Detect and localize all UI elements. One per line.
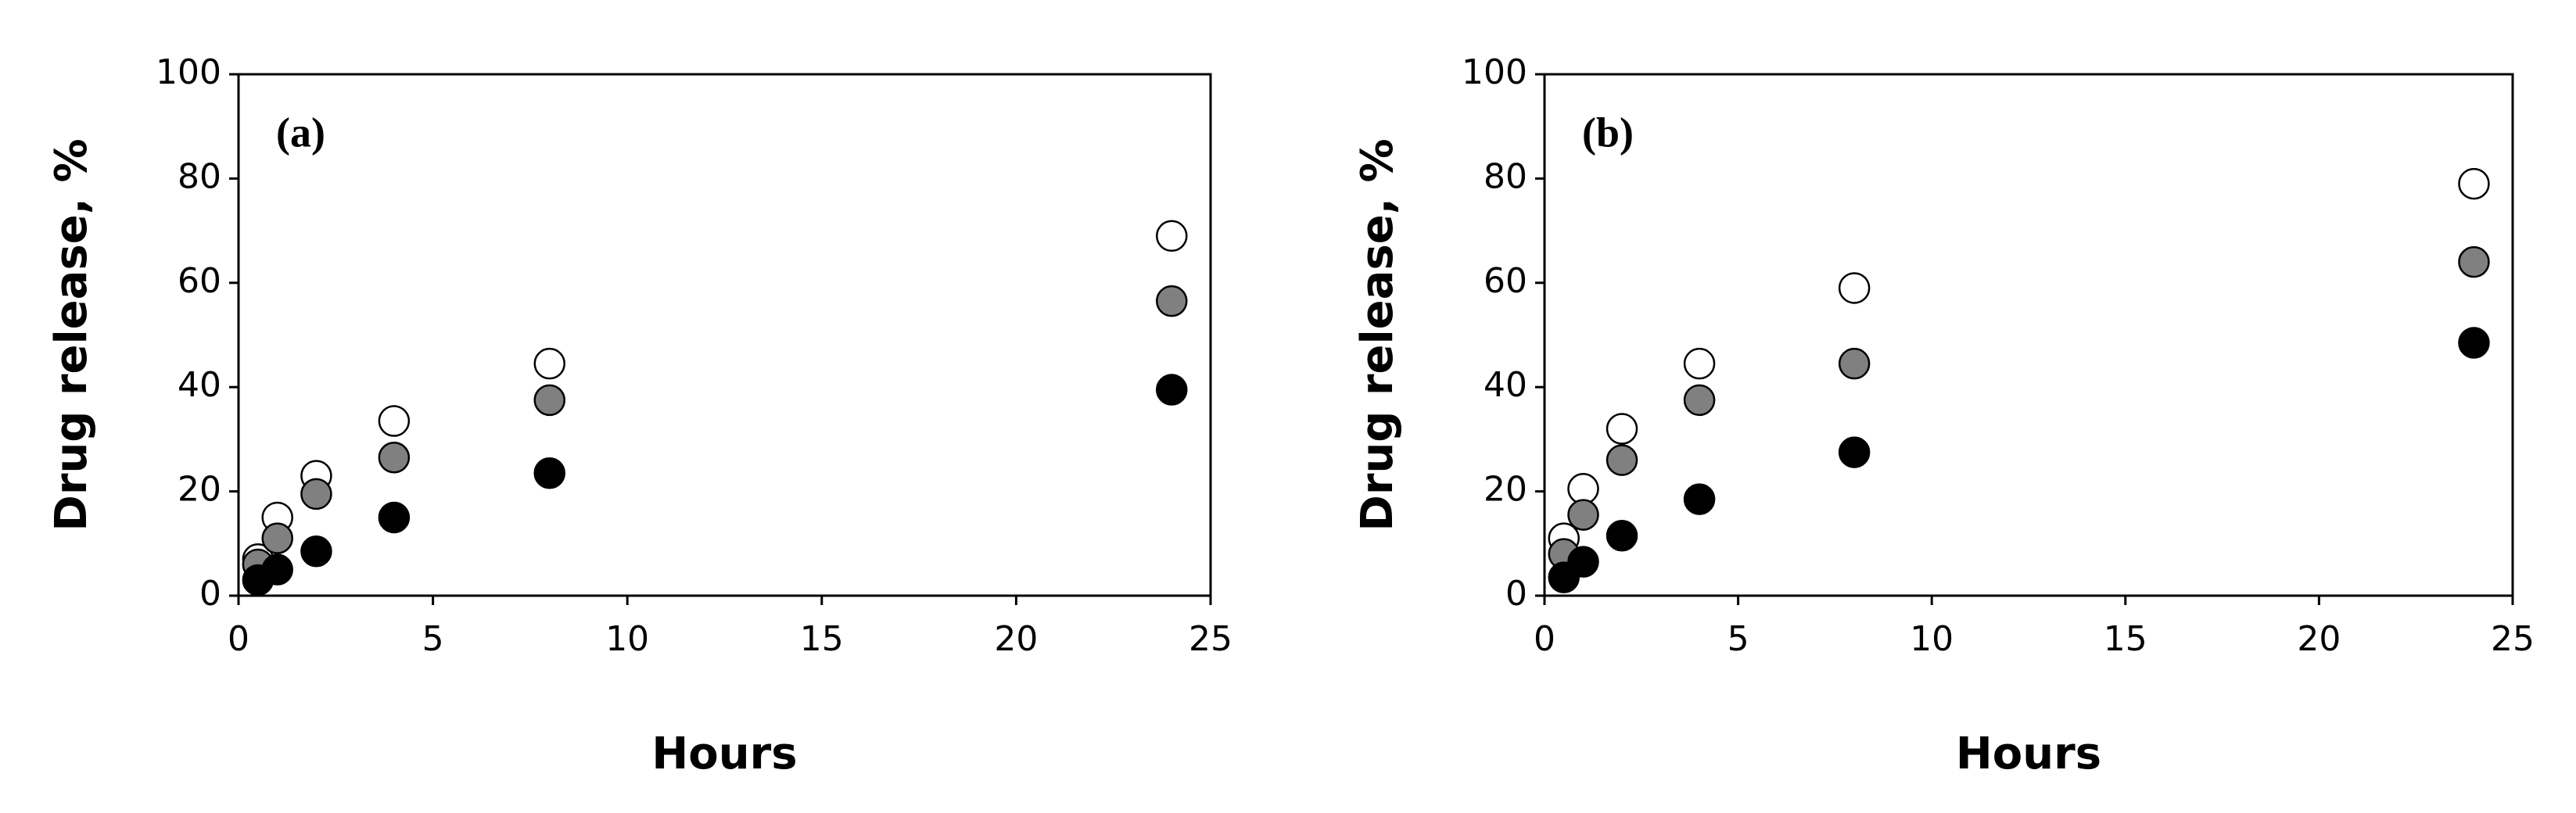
data-point <box>2458 167 2490 200</box>
x-tick-label: 15 <box>800 619 844 659</box>
x-tick-label: 5 <box>422 619 444 659</box>
data-point <box>1838 347 1871 380</box>
x-tick-label: 10 <box>605 619 649 659</box>
data-point <box>378 501 411 534</box>
data-point <box>1567 499 1599 531</box>
y-tick-label: 0 <box>199 574 221 614</box>
y-tick-label: 80 <box>178 156 221 196</box>
x-tick-label: 20 <box>2297 619 2341 659</box>
x-tick-label: 20 <box>994 619 1038 659</box>
x-axis-label: Hours <box>1956 729 2101 779</box>
data-point <box>1567 546 1599 578</box>
x-tick-label: 5 <box>1727 619 1749 659</box>
y-axis-label: Drug release, % <box>1352 138 1403 531</box>
x-tick-label: 25 <box>2491 619 2535 659</box>
plot-area <box>1543 73 2514 597</box>
chart-panel: 0 20 40 60 80 100 0 5 10 15 20 25 Hours Drug release,… <box>46 52 1232 779</box>
y-tick-label: 60 <box>1484 261 1527 301</box>
data-point <box>1838 272 1871 304</box>
panel-label: (b) <box>1582 109 1634 156</box>
data-point <box>261 522 293 554</box>
data-point <box>1683 483 1716 515</box>
y-tick-label: 20 <box>178 470 221 510</box>
data-point <box>300 535 332 568</box>
data-point <box>1683 384 1716 417</box>
x-tick-label: 0 <box>228 619 249 659</box>
data-point <box>1606 413 1638 445</box>
data-point <box>1606 520 1638 552</box>
x-tick-label: 10 <box>1910 619 1954 659</box>
data-point <box>1156 285 1188 317</box>
y-tick-label: 100 <box>156 52 221 92</box>
data-point <box>2458 327 2490 359</box>
data-point <box>1838 436 1871 468</box>
y-tick-label: 40 <box>1484 365 1527 405</box>
x-axis-label: Hours <box>651 729 797 779</box>
data-point <box>1683 347 1716 380</box>
y-tick-label: 100 <box>1462 52 1527 92</box>
data-point <box>261 553 293 586</box>
y-tick-label: 60 <box>178 261 221 301</box>
data-point <box>533 384 566 417</box>
y-tick-label: 20 <box>1484 470 1527 510</box>
data-point <box>1156 220 1188 252</box>
x-tick-label: 25 <box>1189 619 1232 659</box>
data-point <box>1606 444 1638 476</box>
y-tick-label: 80 <box>1484 156 1527 196</box>
y-axis-label: Drug release, % <box>46 138 97 531</box>
data-point <box>300 478 332 510</box>
plot-area <box>237 73 1212 597</box>
y-tick-label: 40 <box>178 365 221 405</box>
x-tick-label: 0 <box>1534 619 1555 659</box>
data-point <box>533 457 566 489</box>
data-point <box>1156 374 1188 406</box>
panel-label: (a) <box>276 109 325 156</box>
data-point <box>533 347 566 380</box>
y-tick-label: 0 <box>1505 574 1527 614</box>
x-tick-label: 15 <box>2104 619 2147 659</box>
data-point <box>2458 245 2490 278</box>
chart-panel: 0 20 40 60 80 100 0 5 10 15 20 25 Hours Drug release,… <box>1352 52 2535 779</box>
data-point <box>378 441 411 474</box>
data-point <box>378 405 411 437</box>
